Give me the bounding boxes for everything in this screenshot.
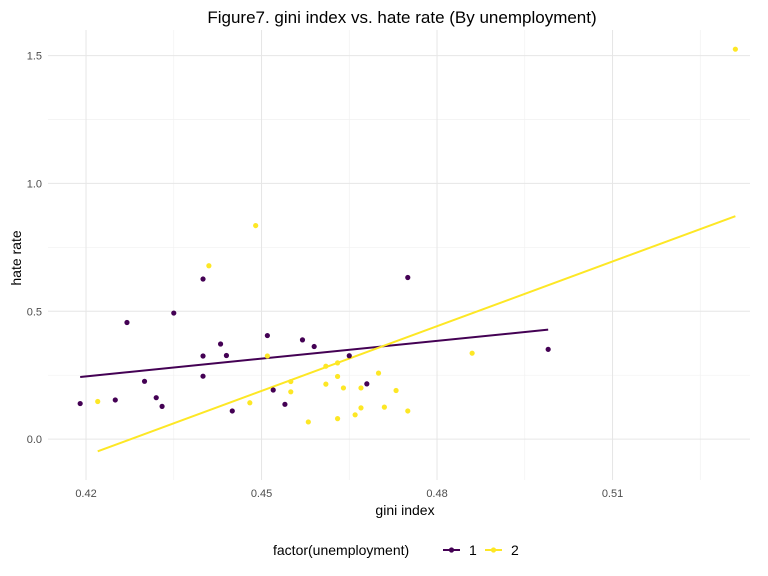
- y-tick-label: 0.0: [27, 434, 42, 446]
- point-series-2: [288, 389, 294, 395]
- legend-key-point: [448, 547, 455, 553]
- point-series-2: [334, 373, 341, 380]
- point-series-1: [200, 373, 206, 379]
- point-series-1: [346, 353, 352, 359]
- trend-line-series-2: [97, 215, 736, 453]
- x-tick-label: 0.48: [426, 488, 447, 500]
- point-series-1: [153, 395, 159, 401]
- point-series-2: [305, 419, 311, 425]
- y-tick-label: 1.0: [27, 178, 42, 190]
- grid-lines: [48, 30, 750, 480]
- point-series-1: [311, 343, 317, 350]
- point-series-1: [124, 319, 130, 326]
- point-series-1: [299, 337, 306, 343]
- legend-key-point: [490, 547, 497, 553]
- point-series-1: [264, 332, 270, 339]
- point-series-1: [223, 352, 230, 359]
- point-series-2: [288, 378, 294, 385]
- point-series-1: [200, 353, 206, 359]
- point-series-1: [364, 381, 370, 387]
- point-series-2: [323, 363, 329, 369]
- point-series-2: [405, 408, 411, 414]
- x-tick-label: 0.51: [602, 488, 623, 500]
- point-series-2: [732, 46, 738, 52]
- trend-line-series-1: [80, 328, 549, 378]
- point-series-2: [206, 263, 212, 269]
- point-series-1: [270, 387, 276, 393]
- x-axis-label: gini index: [375, 502, 434, 518]
- point-series-1: [171, 310, 177, 316]
- y-tick-label: 0.5: [27, 306, 42, 318]
- x-tick-label: 0.42: [75, 488, 96, 500]
- point-series-2: [95, 398, 101, 405]
- point-series-2: [358, 385, 364, 391]
- point-series-2: [253, 222, 259, 229]
- point-series-2: [334, 360, 341, 366]
- point-series-2: [381, 404, 387, 410]
- point-series-2: [334, 416, 341, 422]
- point-series-2: [264, 353, 270, 359]
- point-series-1: [112, 397, 118, 403]
- point-series-2: [247, 400, 253, 406]
- point-series-2: [352, 412, 358, 418]
- tick-labels: 0.42 0.45 0.48 0.51 0.0 0.5 1.0 1.5: [27, 51, 624, 500]
- point-series-2: [323, 381, 329, 387]
- point-series-1: [229, 408, 235, 414]
- data-points: [77, 46, 738, 425]
- x-tick-label: 0.45: [251, 488, 272, 500]
- y-tick-label: 1.5: [27, 51, 42, 63]
- y-axis-label: hate rate: [8, 230, 24, 285]
- point-series-2: [393, 387, 399, 394]
- point-series-2: [340, 385, 347, 391]
- point-series-1: [545, 346, 551, 352]
- point-series-1: [159, 403, 165, 409]
- point-series-1: [77, 400, 83, 407]
- legend-label: 1: [469, 542, 477, 558]
- point-series-2: [469, 350, 475, 356]
- point-series-1: [282, 401, 288, 407]
- point-series-1: [200, 276, 206, 282]
- trend-lines: [80, 215, 736, 453]
- point-series-1: [405, 274, 411, 281]
- legend-title: factor(unemployment): [273, 542, 409, 558]
- point-series-1: [217, 341, 224, 347]
- point-series-2: [375, 370, 382, 376]
- chart-title: Figure7. gini index vs. hate rate (By un…: [207, 8, 596, 27]
- point-series-1: [141, 378, 148, 384]
- legend-label: 2: [511, 542, 519, 558]
- point-series-2: [358, 405, 364, 411]
